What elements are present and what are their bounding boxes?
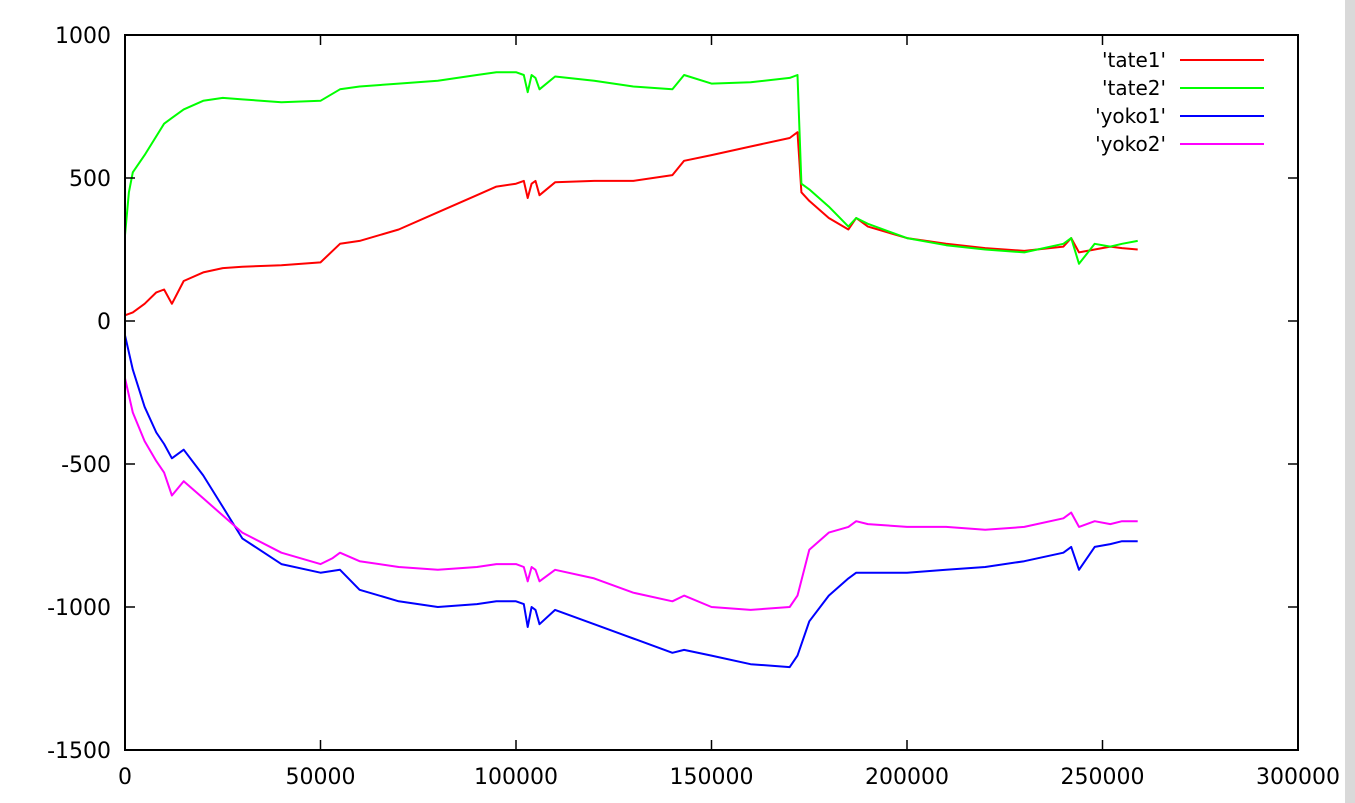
y-tick-label: -500 <box>61 453 111 478</box>
x-tick-label: 100000 <box>474 765 558 790</box>
x-tick-label: 50000 <box>286 765 356 790</box>
y-tick-label: 1000 <box>55 24 111 49</box>
series-line-tate2 <box>124 71 1138 265</box>
x-tick-label: 0 <box>118 765 132 790</box>
vertical-scrollbar[interactable] <box>1345 0 1355 803</box>
y-tick-label: 0 <box>97 310 111 335</box>
legend-label: 'yoko1' <box>1095 104 1166 128</box>
series-line-yoko2 <box>124 377 1138 611</box>
series-line-tate1 <box>124 131 1138 317</box>
x-tick-label: 250000 <box>1061 765 1145 790</box>
x-tick-label: 150000 <box>670 765 754 790</box>
axes-layer: -1500 -1000 -500 0 500 1000 0 50000 100000 150000… <box>47 24 1340 790</box>
series-layer <box>124 71 1138 669</box>
x-tick-label: 300000 <box>1256 765 1340 790</box>
legend-label: 'yoko2' <box>1095 132 1166 156</box>
legend-label: 'tate1' <box>1102 48 1166 72</box>
y-tick-label: -1000 <box>47 596 111 621</box>
x-tick-label: 200000 <box>865 765 949 790</box>
y-tick-label: -1500 <box>47 739 111 764</box>
y-tick-label: 500 <box>69 167 111 192</box>
legend: 'tate1' 'tate2' 'yoko1' 'yoko2' <box>1095 48 1264 156</box>
legend-label: 'tate2' <box>1102 76 1166 100</box>
series-line-yoko1 <box>124 335 1138 669</box>
